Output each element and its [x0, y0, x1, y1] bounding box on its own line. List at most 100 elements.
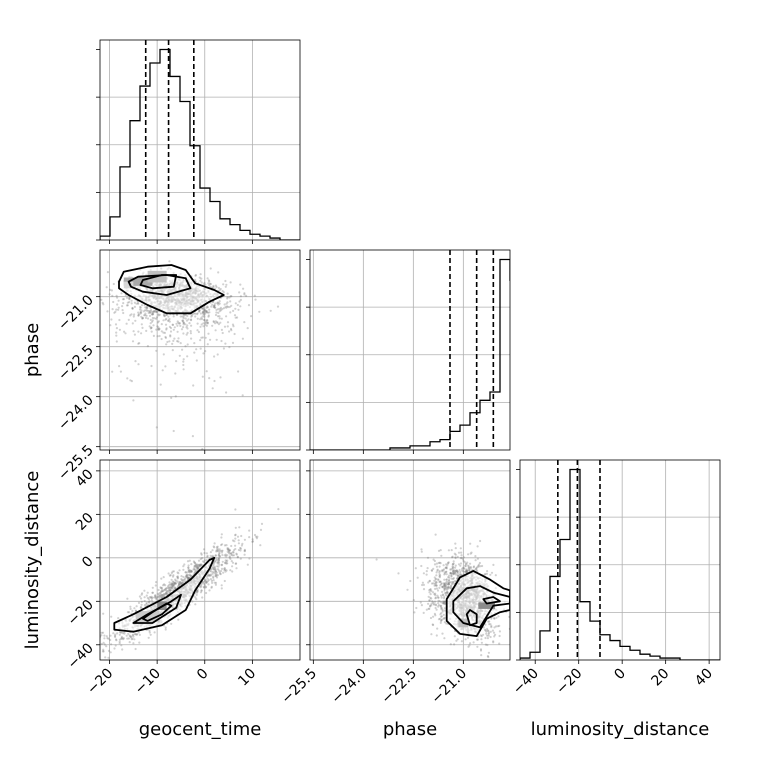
sample-point [498, 634, 501, 638]
sample-point [216, 562, 219, 565]
sample-point [114, 644, 117, 647]
sample-point [454, 573, 457, 576]
sample-point [182, 321, 186, 324]
sample-point [246, 563, 249, 566]
sample-point [180, 582, 183, 586]
sample-point [198, 309, 201, 313]
sample-point [215, 546, 218, 549]
sample-point [450, 581, 453, 584]
sample-point [483, 573, 486, 576]
sample-point [426, 567, 429, 570]
sample-point [228, 549, 231, 552]
sample-point [234, 526, 237, 529]
sample-point [201, 375, 204, 378]
sample-point [476, 566, 479, 569]
sample-point [187, 318, 190, 321]
sample-point [217, 561, 220, 564]
scatter-panel-geocent_time-vs-phase [99, 249, 301, 451]
sample-point [194, 315, 197, 318]
sample-point [174, 578, 177, 581]
sample-point [190, 324, 193, 327]
sample-point [215, 550, 218, 553]
sample-point [226, 547, 229, 550]
sample-point [452, 573, 455, 576]
sample-point [463, 567, 466, 571]
sample-point [435, 608, 438, 611]
sample-point [479, 648, 483, 651]
sample-point [205, 559, 208, 562]
sample-point [155, 426, 158, 429]
sample-point [217, 557, 220, 560]
sample-point [434, 578, 437, 581]
sample-point [155, 581, 158, 584]
sample-point [202, 312, 205, 315]
sample-point [161, 589, 164, 593]
sample-point [186, 576, 189, 579]
x-tick-label: 20 [649, 666, 673, 690]
sample-point [432, 623, 435, 627]
sample-point [437, 605, 440, 608]
sample-point [432, 567, 435, 571]
sample-point [181, 582, 184, 585]
sample-point [139, 605, 143, 609]
sample-point [469, 642, 472, 645]
sample-point [140, 593, 143, 596]
sample-point [492, 563, 495, 567]
sample-point [207, 583, 210, 586]
sample-point [226, 297, 229, 300]
sample-point [165, 592, 168, 595]
sample-point [158, 334, 161, 338]
sample-point [428, 599, 431, 602]
sample-point [440, 607, 443, 610]
sample-point [467, 553, 470, 556]
x-axis-label: luminosity_distance [531, 719, 710, 740]
sample-point [486, 637, 489, 640]
sample-point [172, 339, 175, 342]
sample-point [228, 346, 231, 349]
sample-point [447, 561, 450, 564]
sample-point [432, 558, 435, 561]
sample-point [480, 635, 483, 638]
sample-point [194, 568, 197, 571]
sample-point [220, 549, 223, 553]
sample-point [210, 585, 213, 588]
sample-point [459, 562, 463, 565]
sample-point [127, 632, 130, 636]
sample-point [145, 329, 148, 332]
sample-point [218, 307, 221, 311]
sample-point [214, 570, 217, 573]
sample-point [163, 583, 166, 586]
sample-point [148, 325, 151, 328]
sample-point [202, 322, 205, 325]
x-tick-label: −10 [132, 666, 164, 698]
sample-point [430, 582, 434, 585]
sample-point [186, 343, 189, 346]
sample-point [200, 563, 203, 566]
sample-point [440, 554, 443, 557]
sample-point [239, 298, 242, 301]
sample-point [121, 636, 124, 640]
sample-point [440, 612, 443, 615]
sample-point [456, 577, 459, 580]
sample-point [463, 570, 466, 573]
sample-point [177, 584, 181, 587]
sample-point [151, 310, 154, 313]
sample-point [137, 601, 141, 605]
sample-point [443, 616, 446, 619]
sample-point [176, 324, 179, 327]
sample-point [178, 354, 181, 357]
sample-point [200, 584, 203, 588]
sample-point [432, 582, 435, 585]
sample-point [199, 339, 202, 342]
sample-point [159, 591, 162, 595]
sample-point [439, 574, 442, 577]
sample-point [430, 604, 433, 607]
x-tick-label: −22.5 [379, 666, 421, 708]
sample-point [203, 308, 207, 312]
sample-point [167, 315, 170, 318]
panel-border [99, 39, 301, 241]
sample-point [180, 578, 183, 581]
sample-point [470, 551, 473, 554]
sample-point [114, 323, 118, 326]
sample-point [196, 317, 199, 320]
